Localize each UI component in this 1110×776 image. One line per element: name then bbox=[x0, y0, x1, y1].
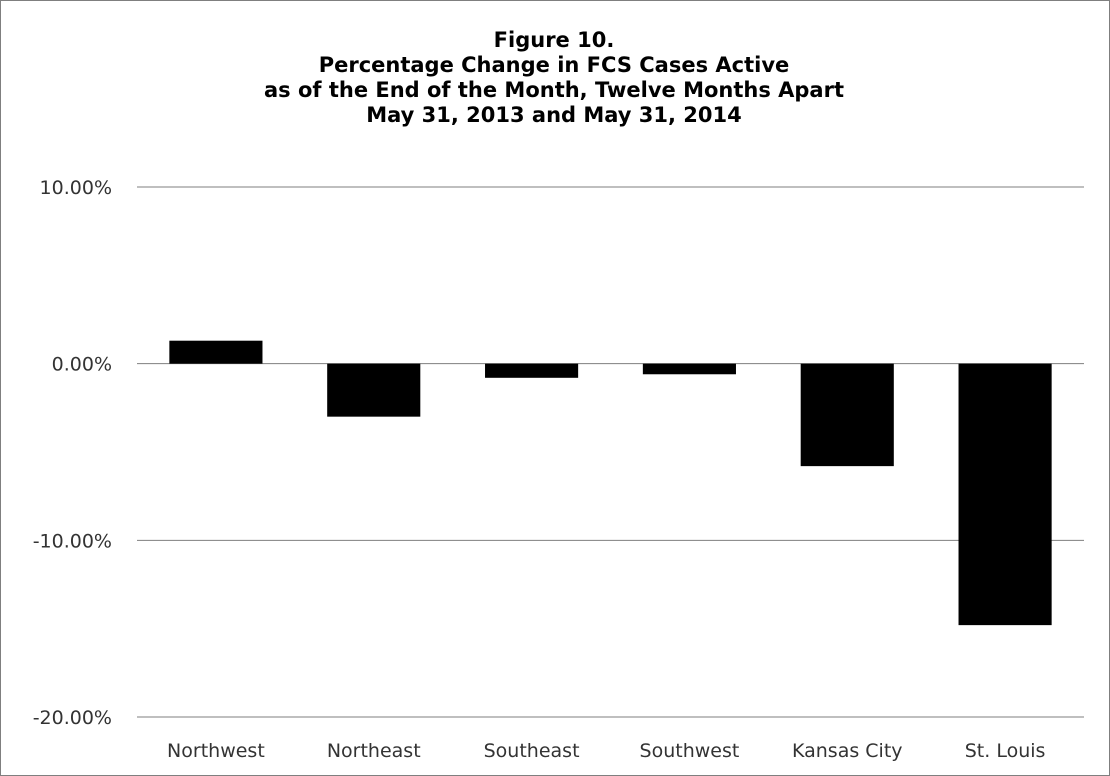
chart-title-line-1: Figure 10. bbox=[493, 28, 615, 52]
x-category-label: Southwest bbox=[640, 740, 740, 762]
chart-title-line-2: Percentage Change in FCS Cases Active bbox=[318, 53, 790, 77]
x-category-label: Kansas City bbox=[792, 740, 903, 762]
x-category-label: St. Louis bbox=[965, 740, 1046, 762]
bar-st-louis bbox=[958, 363, 1052, 626]
x-axis-category-labels: Northwest Northeast Southeast Southwest Kans… bbox=[167, 740, 1045, 762]
gridlines bbox=[137, 186, 1084, 718]
y-axis-tick-labels: 10.00% 0.00% -10.00% -20.00% bbox=[33, 177, 112, 729]
chart-title-line-4: May 31, 2013 and May 31, 2014 bbox=[366, 103, 742, 127]
y-tick-label: 0.00% bbox=[52, 354, 112, 376]
chart-title-line-3: as of the End of the Month, Twelve Month… bbox=[263, 78, 845, 102]
bar-northeast bbox=[327, 363, 421, 417]
y-tick-label: -10.00% bbox=[33, 530, 112, 552]
chart-title: Figure 10. Percentage Change in FCS Case… bbox=[0, 28, 1108, 128]
x-category-label: Southeast bbox=[484, 740, 580, 762]
x-category-label: Northwest bbox=[167, 740, 265, 762]
bar-kansas-city bbox=[800, 363, 894, 467]
x-category-label: Northeast bbox=[327, 740, 421, 762]
y-tick-label: -20.00% bbox=[33, 707, 112, 729]
bar-southeast bbox=[485, 363, 579, 378]
bar-northwest bbox=[169, 340, 263, 364]
y-tick-label: 10.00% bbox=[40, 177, 112, 199]
bar-southwest bbox=[642, 363, 736, 375]
bars bbox=[169, 340, 1052, 626]
